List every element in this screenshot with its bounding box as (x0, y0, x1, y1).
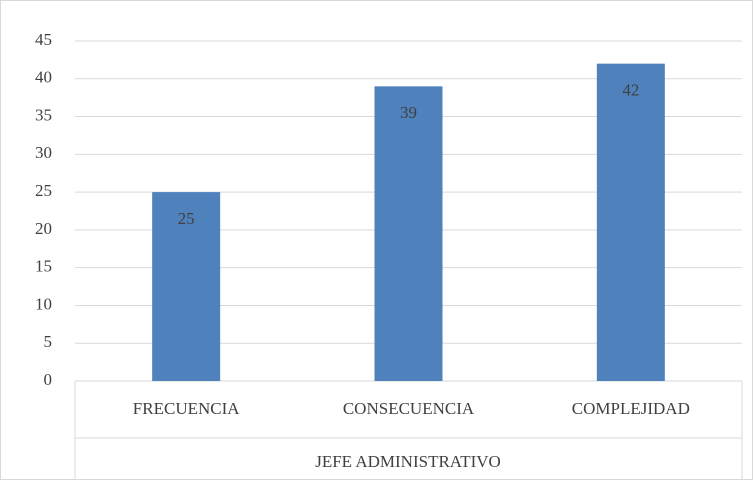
y-tick-label: 35 (35, 105, 52, 124)
x-axis-label: JEFE ADMINISTRATIVO (315, 452, 501, 471)
data-label: 25 (178, 209, 195, 228)
x-tick-label: FRECUENCIA (133, 399, 240, 418)
x-tick-label: COMPLEJIDAD (572, 399, 690, 418)
data-label: 39 (400, 103, 417, 122)
y-tick-label: 25 (35, 181, 52, 200)
y-tick-label: 40 (35, 68, 52, 87)
y-tick-label: 15 (35, 257, 52, 276)
bar (374, 86, 443, 381)
y-tick-label: 5 (44, 332, 53, 351)
data-label: 42 (622, 81, 639, 100)
y-tick-label: 30 (35, 143, 52, 162)
y-tick-label: 10 (35, 294, 52, 313)
bar (152, 192, 221, 381)
y-tick-label: 0 (44, 370, 53, 389)
x-tick-label: CONSECUENCIA (343, 399, 475, 418)
y-tick-label: 20 (35, 219, 52, 238)
y-tick-label: 45 (35, 30, 52, 49)
bar (596, 63, 665, 382)
